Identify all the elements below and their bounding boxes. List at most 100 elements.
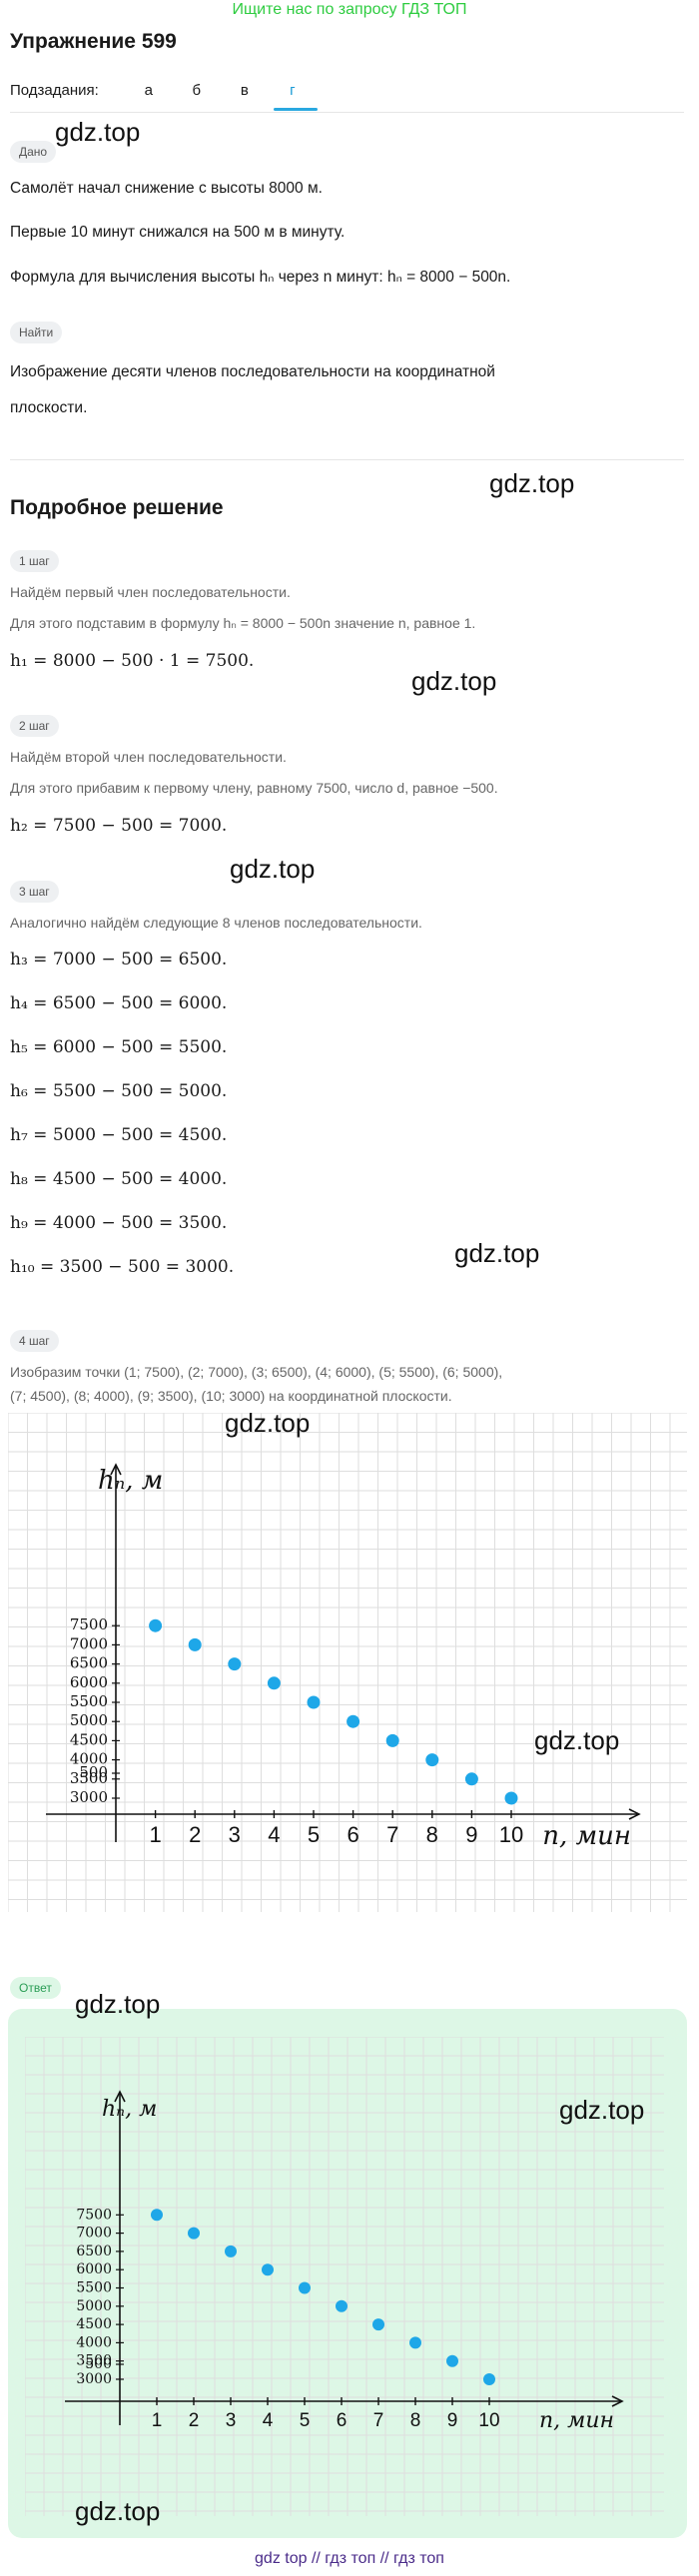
x-tick-label: 2 (189, 2410, 200, 2431)
x-tick-label: 4 (263, 2410, 274, 2431)
y-tick-label: 6000 (76, 2261, 112, 2277)
x-axis-arrow (611, 2395, 624, 2407)
footer-links: gdz top // гдз топ // гдз топ (255, 2550, 444, 2567)
y-tick-label: 500 (79, 1763, 108, 1781)
y-tick-label: 4000 (70, 1750, 108, 1768)
data-point (446, 2354, 458, 2367)
step-3-equation-5: h₇ = 5000 − 500 = 4500. (10, 1125, 228, 1145)
step-1-chip: 1 шаг (10, 550, 59, 572)
watermark: gdz.top (454, 1238, 540, 1268)
data-point (228, 1657, 242, 1671)
tab-v[interactable]: в (240, 82, 249, 99)
tab-a[interactable]: а (144, 82, 153, 99)
find-chip: Найти (10, 322, 63, 343)
data-point (188, 2227, 200, 2240)
data-point (464, 1772, 478, 1786)
y-tick-label: 7000 (76, 2226, 112, 2242)
watermark: gdz.top (75, 1989, 161, 2019)
step-3-equation-6: h₈ = 4500 − 500 = 4000. (10, 1169, 228, 1189)
x-tick-label: 8 (410, 2410, 421, 2431)
watermark: gdz.top (75, 2496, 161, 2526)
y-tick-label: 3500 (70, 1769, 108, 1787)
step-3-line-1: Аналогично найдём следующие 8 членов пос… (10, 915, 422, 931)
data-point (483, 2373, 495, 2385)
step-3-equation-2: h₄ = 6500 − 500 = 6000. (10, 993, 228, 1013)
y-axis-arrow (110, 1463, 122, 1476)
x-tick-label: 3 (226, 2410, 237, 2431)
x-tick-label: 1 (152, 2410, 163, 2431)
y-tick-label: 500 (85, 2356, 112, 2372)
y-tick-label: 3000 (76, 2371, 112, 2387)
y-tick-label: 5500 (70, 1692, 108, 1710)
y-tick-label: 4000 (76, 2334, 112, 2350)
data-point (299, 2281, 311, 2294)
divider (10, 112, 684, 113)
find-line-2: плоскости. (10, 399, 88, 416)
step-4-line-2: (7; 4500), (8; 4000), (9; 3500), (10; 30… (10, 1388, 452, 1404)
x-tick-label: 5 (300, 2410, 311, 2431)
y-tick-label: 7000 (70, 1634, 108, 1652)
x-axis-label: n, мин (542, 1821, 631, 1851)
y-tick-label: 5000 (70, 1711, 108, 1729)
watermark: gdz.top (534, 1725, 620, 1755)
step-2-line-2: Для этого прибавим к первому члену, равн… (10, 780, 498, 796)
given-line-3: Формула для вычисления высоты hₙ через n… (10, 269, 511, 286)
data-point (149, 1618, 163, 1632)
tab-b[interactable]: б (192, 82, 202, 99)
step-3-equation-4: h₆ = 5500 − 500 = 5000. (10, 1081, 228, 1101)
y-tick-label: 7500 (76, 2207, 112, 2223)
given-line-1: Самолёт начал снижение с высоты 8000 м. (10, 180, 323, 197)
y-tick-label: 5000 (76, 2298, 112, 2314)
step-4-chip: 4 шаг (10, 1330, 59, 1352)
data-point (504, 1791, 518, 1805)
data-point (225, 2245, 237, 2257)
y-axis-label: hₙ, м (102, 2097, 157, 2122)
watermark: gdz.top (489, 468, 575, 498)
x-tick-label: 10 (499, 1822, 523, 1847)
data-point (347, 1714, 360, 1728)
watermark: gdz.top (230, 854, 316, 884)
watermark: gdz.top (411, 666, 497, 696)
y-axis-arrow (114, 2090, 126, 2103)
x-axis-label: n, мин (539, 2408, 614, 2433)
x-tick-label: 2 (189, 1822, 201, 1847)
x-tick-label: 4 (268, 1822, 280, 1847)
data-point (385, 1733, 399, 1747)
answer-coordinate-plane-chart: 1 2 3 4 5 6 7 8 9 10 7500 7000 6500 6000 5500 5000 4500 4… (25, 2037, 664, 2516)
x-tick-label: 7 (386, 1822, 398, 1847)
x-tick-label: 6 (337, 2410, 348, 2431)
given-line-2: Первые 10 минут снижался на 500 м в мину… (10, 224, 346, 241)
data-point (188, 1637, 202, 1651)
step-2-line-1: Найдём второй член последовательности. (10, 749, 287, 765)
y-tick-label: 6500 (70, 1654, 108, 1672)
data-point (151, 2209, 163, 2222)
search-banner: Ищите нас по запросу ГДЗ ТОП (232, 1, 467, 18)
step-2-equation: h₂ = 7500 − 500 = 7000. (10, 816, 228, 836)
y-tick-label: 7500 (70, 1615, 108, 1633)
y-tick-label: 3500 (76, 2353, 112, 2369)
solution-title: Подробное решение (10, 496, 224, 519)
step-2-chip: 2 шаг (10, 715, 59, 737)
watermark: gdz.top (55, 117, 141, 147)
step-4-line-1: Изобразим точки (1; 7500), (2; 7000), (3… (10, 1364, 503, 1380)
step-3-chip: 3 шаг (10, 881, 59, 903)
divider (10, 459, 684, 460)
step-1-line-2: Для этого подставим в формулу hₙ = 8000 … (10, 615, 476, 631)
step-1-line-1: Найдём первый член последовательности. (10, 584, 291, 600)
x-tick-label: 9 (447, 2410, 458, 2431)
data-point (372, 2318, 384, 2331)
page-title: Упражнение 599 (10, 30, 177, 53)
given-chip: Дано (10, 141, 57, 163)
subtask-tabs: Подзадания: а б в г (10, 82, 317, 99)
x-axis-arrow (628, 1808, 641, 1820)
data-point (262, 2263, 274, 2276)
y-tick-label: 4500 (76, 2316, 112, 2332)
step-3-equation-3: h₅ = 6000 − 500 = 5500. (10, 1037, 228, 1057)
tab-g[interactable]: г (290, 82, 296, 99)
active-tab-indicator (274, 108, 318, 111)
step-3-equation-7: h₉ = 4000 − 500 = 3500. (10, 1213, 228, 1233)
x-tick-label: 3 (229, 1822, 241, 1847)
watermark: gdz.top (225, 1408, 311, 1438)
y-tick-label: 6500 (76, 2244, 112, 2259)
